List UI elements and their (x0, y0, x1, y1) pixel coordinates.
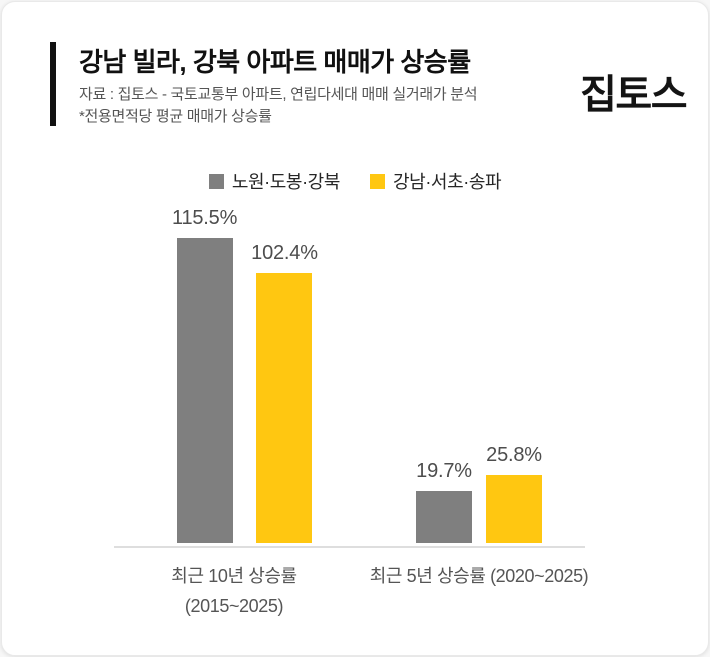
title-accent-bar (50, 42, 56, 126)
bar-gray-group2 (416, 491, 472, 543)
bar-gray-group1 (176, 238, 233, 543)
source-note: 자료 : 집토스 - 국토교통부 아파트, 연립다세대 매매 실거래가 분석 (79, 86, 478, 103)
brand-logo: 집토스 (580, 73, 687, 117)
bar-item: 25.8% (486, 444, 542, 543)
bar-value-label: 19.7% (416, 460, 472, 482)
chart-legend: 노원·도봉·강북 강남·서초·송파 (2, 168, 708, 194)
legend-label: 노원·도봉·강북 (231, 172, 341, 192)
bar-value-label: 115.5% (172, 207, 238, 229)
header: 강남 빌라, 강북 아파트 매매가 상승률 자료 : 집토스 - 국토교통부 아… (79, 46, 478, 128)
legend-swatch-gray (208, 173, 224, 189)
bar-yellow-group2 (486, 475, 542, 543)
bar-yellow-group1 (256, 273, 313, 543)
page-title: 강남 빌라, 강북 아파트 매매가 상승률 (79, 47, 471, 77)
bar-value-label: 25.8% (486, 444, 542, 466)
bar-group-2: 19.7% 25.8% (416, 444, 542, 543)
x-axis-line (114, 546, 585, 548)
bar-group-1: 115.5% 102.4% (172, 207, 318, 543)
legend-label: 강남·서초·송파 (393, 172, 502, 192)
bar-value-label: 102.4% (251, 242, 318, 264)
legend-item-gray: 노원·도봉·강북 (208, 168, 341, 194)
category-label-2: 최근 5년 상승률 (2020~2025) (369, 566, 589, 586)
legend-swatch-yellow (370, 173, 385, 189)
bar-item: 19.7% (416, 460, 472, 543)
bar-item: 115.5% (172, 207, 237, 543)
bar-item: 102.4% (251, 242, 318, 543)
footnote: *전용면적당 평균 매매가 상승률 (79, 108, 272, 125)
legend-item-yellow: 강남·서초·송파 (370, 168, 502, 194)
category-label-1: 최근 10년 상승률 (2015~2025) (171, 566, 297, 616)
